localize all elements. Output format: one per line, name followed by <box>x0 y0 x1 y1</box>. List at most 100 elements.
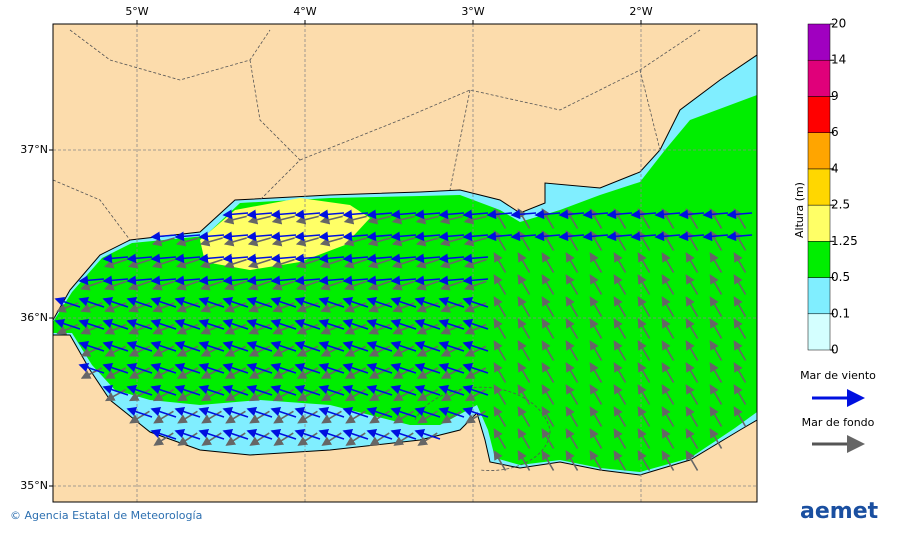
swell-arrow <box>343 215 367 225</box>
swell-arrow <box>224 280 247 291</box>
wind-sea-arrow <box>366 209 393 220</box>
wind-sea-arrow <box>294 406 321 418</box>
swell-arrow <box>440 367 463 379</box>
swell-arrow <box>103 258 127 269</box>
swell-arrow <box>176 302 199 313</box>
wind-sea-arrow <box>294 384 321 396</box>
wind-sea-arrow <box>126 384 153 396</box>
colorbar-title: Altura (m) <box>793 182 806 238</box>
wind-sea-arrow <box>198 275 225 286</box>
swell-arrow <box>439 237 463 247</box>
colorbar-segment <box>807 59 831 97</box>
swell-arrow <box>344 302 367 313</box>
wind-sea-arrow <box>246 296 273 308</box>
swell-arrow <box>273 432 294 446</box>
swell-arrow <box>152 323 175 335</box>
wind-sea-arrow <box>294 428 321 440</box>
swell-arrow <box>200 367 223 379</box>
wind-sea-arrow <box>174 275 201 286</box>
swell-arrow <box>685 252 699 273</box>
swell-arrow <box>661 406 675 427</box>
wind-sea-arrow <box>582 209 609 220</box>
wind-sea-arrow <box>726 231 753 242</box>
swell-arrow <box>297 432 318 446</box>
swell-arrow <box>320 280 343 291</box>
wind-sea-arrow <box>294 253 321 264</box>
swell-arrow <box>440 302 463 313</box>
wind-sea-arrow <box>198 428 225 440</box>
wind-sea-arrow <box>390 209 417 220</box>
wind-sea-arrow <box>630 209 657 220</box>
swell-arrow <box>344 280 367 291</box>
swell-arrow <box>416 302 439 313</box>
swell-arrow <box>541 450 555 471</box>
wind-sea-arrow <box>414 318 441 330</box>
swell-arrow <box>177 410 198 424</box>
credit: © Agencia Estatal de Meteorología <box>10 509 202 522</box>
swell-arrow <box>589 296 603 317</box>
wind-sea-arrow <box>390 362 417 374</box>
wind-sea-arrow <box>390 318 417 330</box>
swell-arrow <box>565 318 579 339</box>
colorbar-label: 0 <box>831 343 839 357</box>
swell-arrow <box>440 388 463 402</box>
colorbar-segment <box>807 313 831 351</box>
swell-arrow <box>709 296 723 317</box>
swell-arrow <box>613 318 627 339</box>
wind-sea-arrow <box>342 296 369 308</box>
wind-sea-arrow <box>198 340 225 352</box>
swell-arrow <box>80 367 103 379</box>
swell-arrow <box>271 237 295 247</box>
swell-arrow <box>128 280 151 291</box>
wind-sea-arrow <box>438 384 465 396</box>
wind-sea-arrow <box>438 318 465 330</box>
colorbar-segment <box>807 204 831 242</box>
wind-sea-arrow <box>198 362 225 374</box>
wind-sea-arrow <box>174 296 201 308</box>
wind-sea-arrow <box>150 384 177 396</box>
wind-sea-arrow <box>294 362 321 374</box>
swell-arrow <box>248 345 271 357</box>
swell-arrow <box>416 388 439 402</box>
wind-sea-arrow <box>630 231 657 242</box>
wind-sea-arrow <box>390 253 417 264</box>
wind-sea-arrow <box>558 209 585 220</box>
swell-arrow <box>153 432 174 446</box>
swell-arrow <box>321 410 342 424</box>
swell-arrow <box>223 237 247 247</box>
swell-arrow <box>271 215 295 225</box>
wind-sea-arrow <box>606 209 633 220</box>
swell-arrow <box>709 406 723 427</box>
swell-arrow <box>416 345 439 357</box>
swell-arrow <box>344 323 367 335</box>
swell-arrow <box>175 237 199 247</box>
swell-arrow <box>685 340 699 361</box>
swell-arrow <box>541 318 555 339</box>
swell-arrow <box>709 340 723 361</box>
swell-arrow <box>272 367 295 379</box>
wind-sea-arrow <box>390 428 417 440</box>
wind-sea-arrow <box>102 296 129 308</box>
wind-sea-arrow <box>198 231 225 242</box>
swell-arrow <box>589 406 603 427</box>
swell-arrow <box>493 318 507 339</box>
wind-sea-arrow <box>318 362 345 374</box>
swell-arrow <box>464 367 487 379</box>
swell-arrow <box>661 384 675 405</box>
wind-sea-arrow <box>510 231 537 242</box>
swell-arrow <box>224 345 247 357</box>
wind-sea-arrow <box>366 253 393 264</box>
wind-sea-arrow <box>270 428 297 440</box>
wind-sea-arrow <box>438 253 465 264</box>
wind-sea-arrow <box>678 231 705 242</box>
swell-arrow <box>541 296 555 317</box>
swell-arrow <box>415 215 439 225</box>
wind-sea-arrow <box>390 296 417 308</box>
wind-sea-arrow <box>246 231 273 242</box>
swell-arrow <box>464 345 487 357</box>
swell-arrow <box>589 428 603 449</box>
wind-sea-arrow <box>726 209 753 220</box>
wind-sea-arrow <box>366 406 393 418</box>
wind-sea-arrow <box>198 406 225 418</box>
swell-arrow <box>247 237 271 247</box>
